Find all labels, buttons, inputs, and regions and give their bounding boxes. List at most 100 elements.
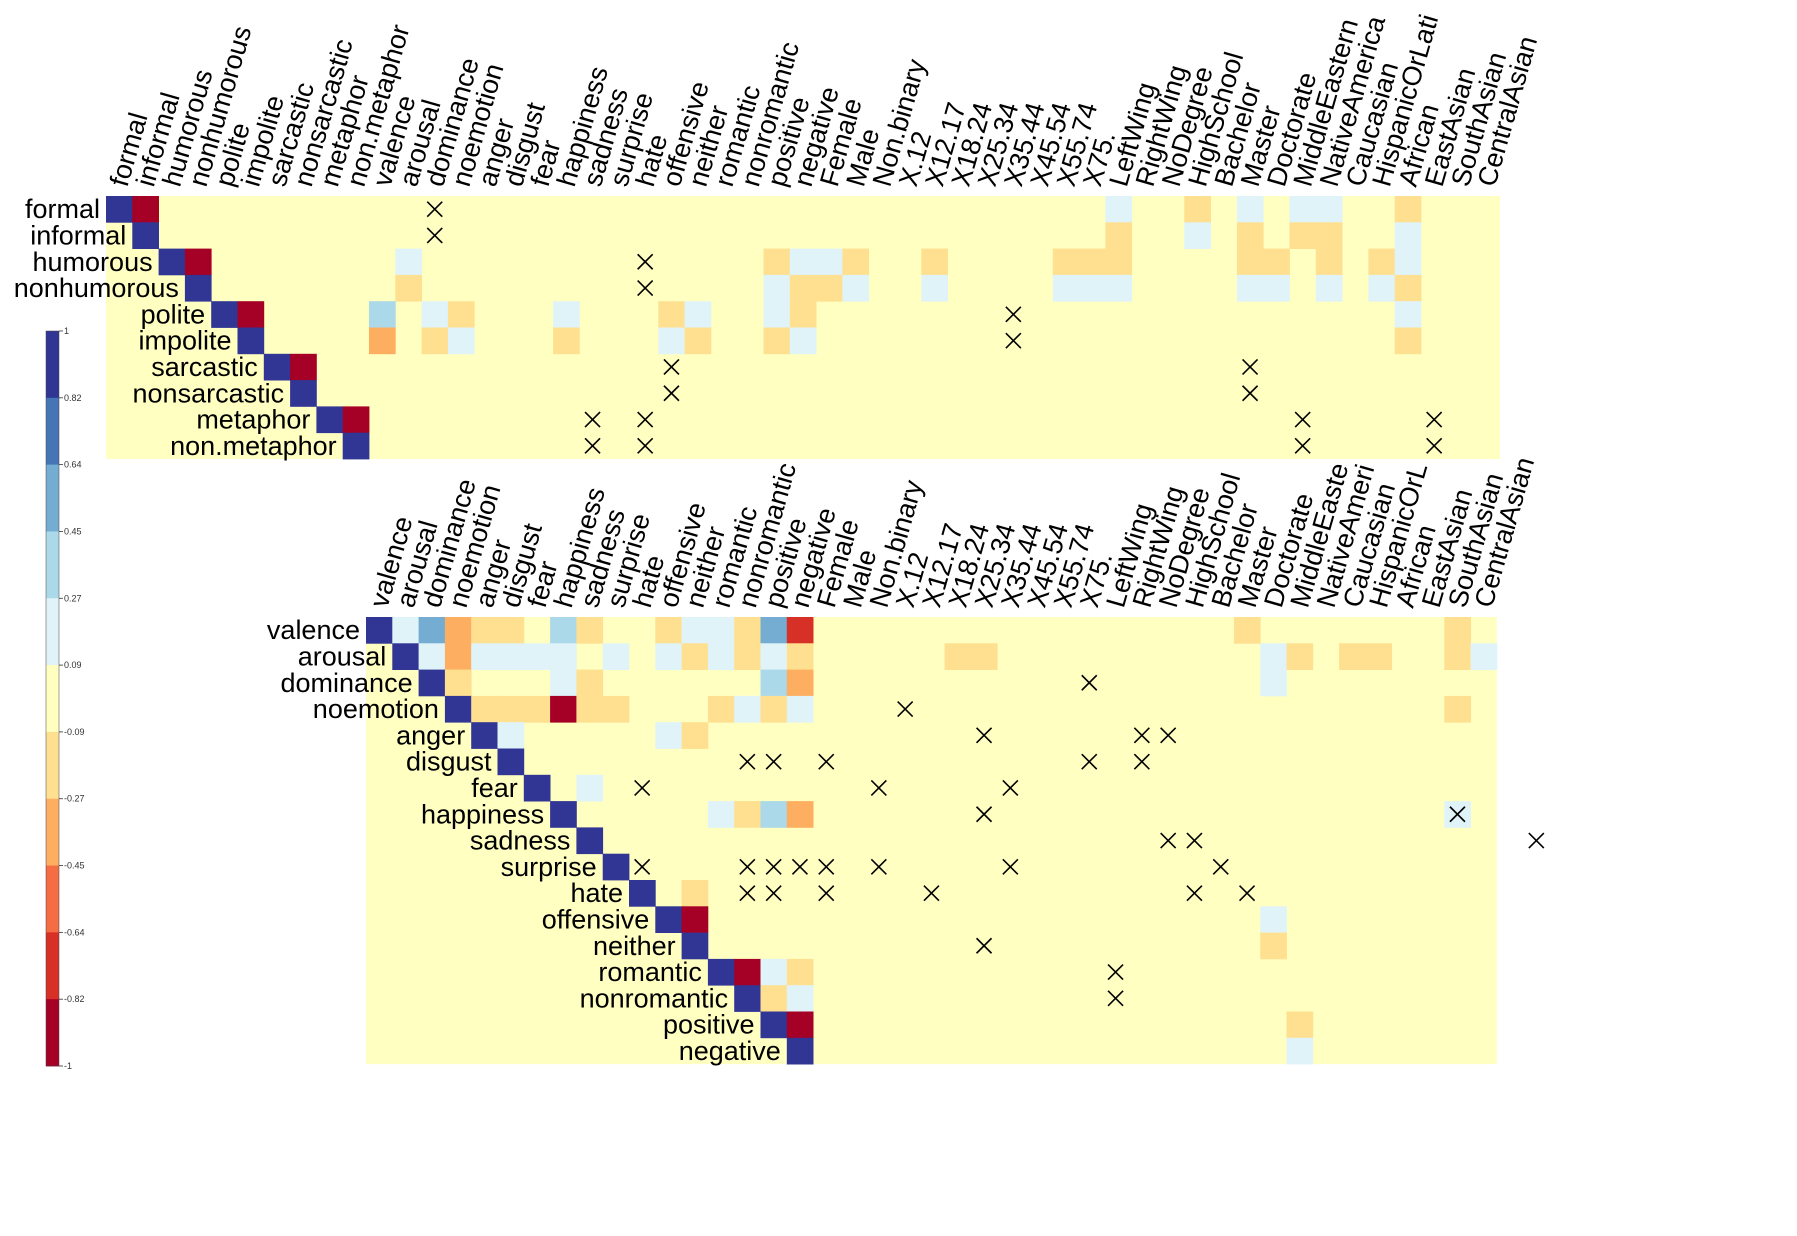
cell-valence-nonromantic	[734, 617, 761, 644]
cell-sarcastic-nonsarcastic	[290, 353, 317, 381]
cell-noemotion-negative	[786, 695, 814, 723]
cell-happiness-romantic	[707, 801, 735, 828]
colorbar-tick-label-7: -0.27	[64, 794, 85, 804]
colorbar: 1 0.82 0.64 0.45 0.27 0.09 -0.09 -0.27 -0.45 -0.6…	[45, 326, 85, 1071]
row-label-neither: neither	[593, 931, 676, 961]
cell-arousal-southasian	[1444, 643, 1471, 670]
cell-hate-neither	[681, 880, 709, 907]
cell-noemotion-happiness	[550, 695, 577, 723]
cross-mark-informal-dominance	[426, 227, 443, 244]
cross-mark-anger-rightwing	[1133, 727, 1150, 744]
cell-impolite-african	[1394, 327, 1422, 355]
cell-arousal-x25-34	[970, 643, 998, 670]
cross-mark-surprise-female	[818, 858, 835, 875]
cell-happiness-negative	[786, 801, 814, 828]
cell-offensive-neither	[681, 906, 709, 933]
colorbar-tick-label-2: 0.64	[64, 460, 82, 470]
cross-mark-non-metaphor-eastasian	[1426, 437, 1443, 454]
row-label-valence: valence	[267, 615, 360, 645]
row-label-fear: fear	[471, 773, 518, 803]
cross-mark-surprise-bachelor	[1212, 858, 1229, 875]
cell-arousal-x18-24	[944, 643, 972, 670]
cross-mark-happiness-southasian	[1449, 806, 1466, 823]
cell-anger-disgust	[497, 722, 525, 749]
row-label-impolite: impolite	[138, 326, 231, 356]
cell-nonsarcastic-nonsarcastic	[290, 380, 317, 407]
colorbar-tick-label-3: 0.45	[64, 526, 82, 536]
heatmap-panel-top: formalinformalhumorousnonhumorouspolitei…	[14, 11, 1543, 461]
cross-mark-neither-x25-34	[975, 937, 993, 954]
cell-informal-nativeamerica	[1315, 222, 1343, 249]
cell-arousal-happiness	[550, 643, 577, 670]
cell-humorous-hispanicorlati	[1368, 248, 1396, 276]
cell-impolite-noemotion	[447, 327, 475, 355]
cell-polite-happiness	[553, 301, 580, 328]
cell-nonhumorous-doctorate	[1263, 274, 1290, 302]
colorbar-segment-7	[46, 798, 59, 866]
cross-mark-non-metaphor-sadness	[584, 437, 601, 454]
cell-romantic-positive	[760, 958, 788, 986]
cross-mark-noemotion-x-12	[897, 700, 914, 718]
cross-mark-impolite-x35-44	[1005, 332, 1022, 349]
cross-mark-nonhumorous-hate	[637, 279, 654, 297]
cross-mark-metaphor-sadness	[584, 411, 601, 428]
cell-arousal-negative	[786, 643, 814, 670]
colorbar-tick-label-5: 0.09	[64, 660, 82, 670]
cross-mark-sadness-nodegree	[1160, 832, 1177, 849]
cell-humorous-x75	[1079, 248, 1106, 276]
cross-mark-formal-dominance	[426, 201, 443, 218]
cell-noemotion-positive	[760, 695, 788, 723]
cell-noemotion-anger	[471, 695, 498, 723]
cell-negative-negative	[786, 1037, 814, 1065]
cell-valence-southasian	[1444, 617, 1471, 644]
cell-humorous-arousal	[395, 248, 422, 276]
cross-mark-hate-highschool	[1186, 885, 1203, 902]
row-label-polite: polite	[141, 299, 206, 329]
cell-dominance-dominance	[418, 669, 446, 697]
cross-mark-hate-positive	[765, 885, 782, 902]
cross-mark-surprise-positive	[765, 858, 782, 875]
cell-formal-nativeamerica	[1315, 196, 1343, 223]
cell-informal-informal	[132, 222, 159, 249]
cell-offensive-doctorate	[1260, 906, 1287, 933]
colorbar-segment-1	[46, 397, 59, 466]
cell-nonhumorous-x75	[1079, 274, 1106, 302]
cross-mark-surprise-x35-44	[1002, 858, 1019, 875]
row-label-positive: positive	[663, 1010, 755, 1040]
row-label-disgust: disgust	[406, 747, 492, 777]
row-label-romantic: romantic	[598, 957, 702, 987]
cell-romantic-negative	[786, 958, 814, 986]
colorbar-segment-5	[46, 665, 59, 733]
cell-impolite-offensive	[658, 327, 685, 355]
cell-polite-offensive	[658, 301, 685, 328]
cell-nonhumorous-african	[1394, 274, 1422, 302]
cell-nonromantic-nonromantic	[734, 985, 761, 1012]
cell-impolite-dominance	[421, 327, 449, 355]
cell-impolite-valence	[369, 327, 396, 355]
cell-arousal-caucasian	[1339, 643, 1366, 670]
cell-noemotion-surprise	[602, 695, 630, 723]
cell-humorous-positive	[763, 248, 791, 276]
cell-polite-african	[1394, 301, 1422, 328]
cell-polite-positive	[763, 301, 791, 328]
cell-humorous-x12-17	[921, 248, 948, 276]
cell-impolite-neither	[684, 327, 712, 355]
cell-informal-african	[1394, 222, 1422, 249]
row-label-negative: negative	[679, 1036, 781, 1066]
colorbar-tick-label-8: -0.45	[64, 861, 85, 871]
cell-informal-middleeastern	[1289, 222, 1317, 249]
cross-mark-disgust-nonromantic	[739, 753, 756, 770]
cell-noemotion-fear	[523, 695, 551, 723]
cross-mark-nonsarcastic-master	[1241, 385, 1259, 402]
cell-arousal-middleeaste	[1286, 643, 1314, 670]
cross-mark-sarcastic-offensive	[663, 358, 680, 376]
row-label-humorous: humorous	[33, 247, 153, 277]
cell-nonhumorous-nonhumorous	[184, 274, 212, 302]
cross-mark-anger-nodegree	[1160, 727, 1177, 744]
cell-valence-offensive	[655, 617, 682, 644]
cell-valence-neither	[681, 617, 709, 644]
cell-humorous-humorous	[158, 248, 186, 276]
cell-valence-dominance	[418, 617, 446, 644]
colorbar-segment-3	[46, 531, 59, 599]
cell-arousal-nonromantic	[734, 643, 761, 670]
